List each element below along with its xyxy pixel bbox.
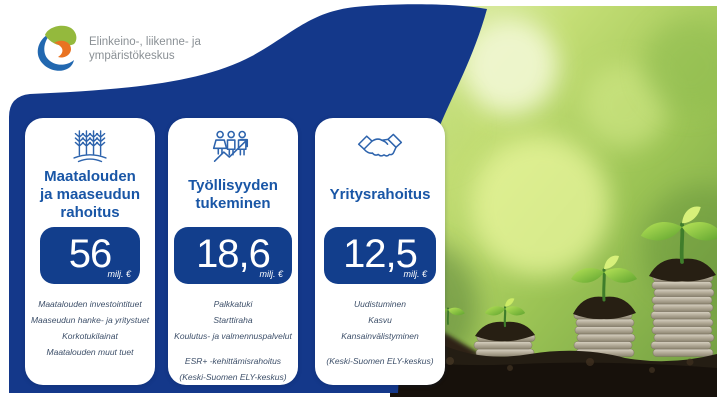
title-line: rahoitus — [60, 204, 120, 221]
funding-item: Maatalouden investointituet — [38, 299, 142, 309]
funding-item: Maaseudun hanke- ja yritystuet — [30, 315, 150, 325]
card-title: Maatalouden ja maaseudun rahoitus — [28, 167, 152, 223]
title-line: Yritysrahoitus — [329, 186, 431, 203]
ely-keskus-logo: Elinkeino-, liikenne- ja ympäristökeskus — [33, 24, 201, 74]
amount-value: 56 — [68, 231, 112, 276]
funding-items: Palkkatuki Starttiraha Koulutus- ja valm… — [171, 296, 295, 344]
card-footnote: ESR+ -kehittämisrahoitus (Keski-Suomen E… — [171, 353, 295, 385]
funding-item: Uudistuminen — [354, 299, 406, 309]
funding-item: Kasvu — [368, 315, 392, 325]
card-footnote: (Keski-Suomen ELY-keskus) — [318, 353, 442, 369]
funding-items: Uudistuminen Kasvu Kansainvälistyminen — [318, 296, 442, 344]
funding-items: Maatalouden investointituet Maaseudun ha… — [28, 296, 152, 360]
logo-text-line2: ympäristökeskus — [89, 50, 175, 62]
wheat-icon — [28, 118, 152, 167]
logo-text-line1: Elinkeino-, liikenne- ja — [89, 36, 201, 48]
funding-item: Kansainvälistyminen — [341, 331, 419, 341]
amount-box: 18,6 milj. € — [174, 227, 292, 284]
funding-item: Starttiraha — [213, 315, 253, 325]
card-title: Työllisyyden tukeminen — [171, 167, 295, 223]
amount-box: 56 milj. € — [40, 227, 140, 284]
ely-leaf-logo-icon — [37, 25, 77, 71]
card-title: Yritysrahoitus — [318, 167, 442, 223]
amount-unit: milj. € — [403, 269, 427, 279]
title-line: Maatalouden — [44, 168, 136, 185]
footnote-line: (Keski-Suomen ELY-keskus) — [326, 356, 434, 366]
card-maatalouden-rahoitus: Maatalouden ja maaseudun rahoitus 56 mil… — [25, 118, 155, 385]
coin-stack-tall — [640, 206, 717, 357]
footnote-line: ESR+ -kehittämisrahoitus — [184, 356, 282, 366]
funding-item: Maatalouden muut tuet — [46, 347, 134, 357]
title-line: tukeminen — [195, 195, 271, 212]
card-yritysrahoitus: Yritysrahoitus 12,5 milj. € Uudistuminen… — [315, 118, 445, 385]
funding-item: Koulutus- ja valmennuspalvelut — [174, 331, 292, 341]
amount-unit: milj. € — [107, 269, 131, 279]
funding-item: Palkkatuki — [213, 299, 253, 309]
amount-unit: milj. € — [259, 269, 283, 279]
footnote-line: (Keski-Suomen ELY-keskus) — [179, 372, 287, 382]
title-line: ja maaseudun — [39, 186, 141, 203]
coin-stack-short — [473, 298, 536, 357]
funding-item: Korkotukilainat — [62, 331, 118, 341]
card-tyollisyyden-tukeminen: Työllisyyden tukeminen 18,6 milj. € Palk… — [168, 118, 298, 385]
amount-box: 12,5 milj. € — [324, 227, 436, 284]
logo-text: Elinkeino-, liikenne- ja ympäristökeskus — [89, 35, 201, 63]
handshake-icon — [318, 118, 442, 167]
coin-stack-medium — [571, 255, 637, 357]
title-line: Työllisyyden — [188, 177, 278, 194]
people-growth-arrow-icon — [171, 118, 295, 167]
